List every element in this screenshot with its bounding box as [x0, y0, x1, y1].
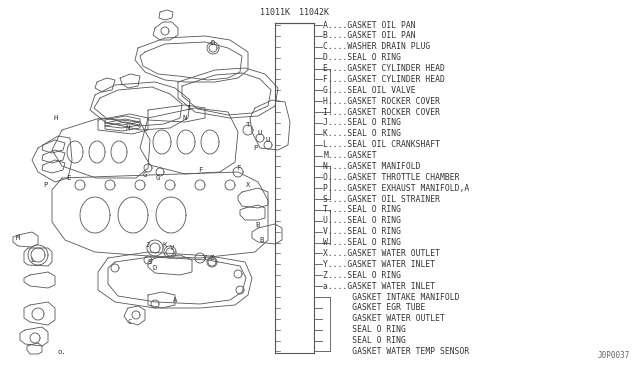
Text: GASKET EGR TUBE: GASKET EGR TUBE — [323, 304, 426, 312]
Text: K: K — [163, 242, 167, 248]
Text: L....SEAL OIL CRANKSHAFT: L....SEAL OIL CRANKSHAFT — [323, 140, 440, 149]
Text: V: V — [170, 245, 174, 251]
Text: S: S — [148, 259, 152, 265]
Text: K....SEAL O RING: K....SEAL O RING — [323, 129, 401, 138]
Text: T: T — [246, 122, 250, 128]
Text: G: G — [156, 175, 160, 181]
Text: N: N — [126, 125, 130, 131]
Text: SEAL O RING: SEAL O RING — [323, 336, 406, 345]
Text: Z: Z — [210, 255, 214, 261]
Text: C: C — [128, 319, 132, 325]
Text: P....GASKET EXHAUST MANIFOLD,A: P....GASKET EXHAUST MANIFOLD,A — [323, 184, 470, 193]
Text: J....SEAL O RING: J....SEAL O RING — [323, 118, 401, 128]
Text: P: P — [253, 145, 257, 151]
Text: Y: Y — [203, 255, 207, 261]
Text: H....GASKET ROCKER COVER: H....GASKET ROCKER COVER — [323, 97, 440, 106]
Text: I....GASKET ROCKER COVER: I....GASKET ROCKER COVER — [323, 108, 440, 116]
Text: B....GASKET OIL PAN: B....GASKET OIL PAN — [323, 32, 416, 41]
Text: D: D — [153, 265, 157, 271]
Text: Y....GASKET WATER INLET: Y....GASKET WATER INLET — [323, 260, 435, 269]
Text: B: B — [260, 237, 264, 243]
Text: A: A — [173, 297, 177, 303]
Text: N....GASKET MANIFOLD: N....GASKET MANIFOLD — [323, 162, 420, 171]
Text: J: J — [146, 242, 150, 248]
Text: N: N — [183, 115, 187, 121]
Text: GASKET WATER OUTLET: GASKET WATER OUTLET — [323, 314, 445, 323]
Text: A....GASKET OIL PAN: A....GASKET OIL PAN — [323, 20, 416, 29]
Text: U: U — [258, 130, 262, 136]
Text: G: G — [143, 172, 147, 178]
Text: E....GASKET CYLINDER HEAD: E....GASKET CYLINDER HEAD — [323, 64, 445, 73]
Text: B: B — [256, 222, 260, 228]
Text: M: M — [16, 235, 20, 241]
Text: T....SEAL O RING: T....SEAL O RING — [323, 205, 401, 215]
Text: P: P — [43, 182, 47, 188]
Text: G....SEAL OIL VALVE: G....SEAL OIL VALVE — [323, 86, 416, 95]
Text: Z....SEAL O RING: Z....SEAL O RING — [323, 271, 401, 280]
Text: U: U — [266, 137, 270, 143]
Text: GASKET INTAKE MANIFOLD: GASKET INTAKE MANIFOLD — [323, 292, 460, 302]
Text: W....SEAL O RING: W....SEAL O RING — [323, 238, 401, 247]
Text: D....SEAL O RING: D....SEAL O RING — [323, 53, 401, 62]
Text: X....GASKET WATER OUTLET: X....GASKET WATER OUTLET — [323, 249, 440, 258]
Text: M....GASKET: M....GASKET — [323, 151, 377, 160]
Text: J0P0037: J0P0037 — [598, 351, 630, 360]
Text: o.: o. — [58, 349, 67, 355]
Text: F....GASKET CYLINDER HEAD: F....GASKET CYLINDER HEAD — [323, 75, 445, 84]
Text: C....WASHER DRAIN PLUG: C....WASHER DRAIN PLUG — [323, 42, 431, 51]
Text: H: H — [54, 115, 58, 121]
Text: F: F — [236, 165, 240, 171]
Text: D: D — [211, 40, 215, 46]
Text: V....SEAL O RING: V....SEAL O RING — [323, 227, 401, 236]
Text: X: X — [246, 182, 250, 188]
Text: S....GASKET OIL STRAINER: S....GASKET OIL STRAINER — [323, 195, 440, 203]
Text: a....GASKET WATER INLET: a....GASKET WATER INLET — [323, 282, 435, 291]
Text: U....SEAL O RING: U....SEAL O RING — [323, 217, 401, 225]
Text: GASKET WATER TEMP SENSOR: GASKET WATER TEMP SENSOR — [323, 347, 470, 356]
Text: L: L — [30, 257, 34, 263]
Text: 11011K: 11011K — [260, 8, 290, 17]
Text: E: E — [66, 175, 70, 181]
Text: I: I — [186, 105, 190, 111]
Text: F: F — [198, 167, 202, 173]
Text: 11042K: 11042K — [299, 8, 328, 17]
Text: O....GASKET THROTTLE CHAMBER: O....GASKET THROTTLE CHAMBER — [323, 173, 460, 182]
Text: SEAL O RING: SEAL O RING — [323, 325, 406, 334]
